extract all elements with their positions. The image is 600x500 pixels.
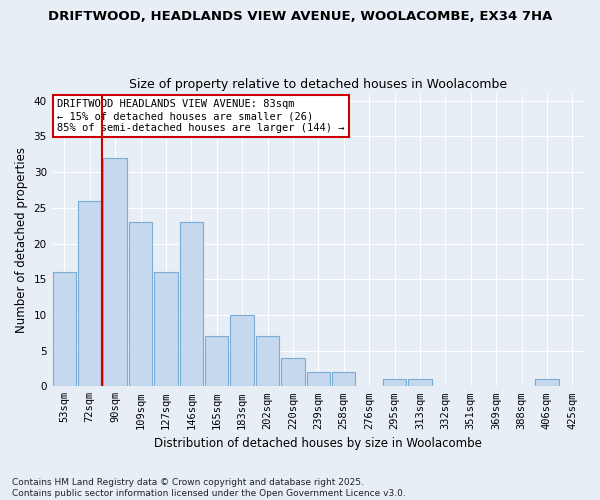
Bar <box>154 272 178 386</box>
Bar <box>307 372 330 386</box>
Text: DRIFTWOOD HEADLANDS VIEW AVENUE: 83sqm
← 15% of detached houses are smaller (26): DRIFTWOOD HEADLANDS VIEW AVENUE: 83sqm ←… <box>57 100 344 132</box>
Bar <box>408 379 431 386</box>
X-axis label: Distribution of detached houses by size in Woolacombe: Distribution of detached houses by size … <box>154 437 482 450</box>
Bar <box>129 222 152 386</box>
Bar <box>103 158 127 386</box>
Title: Size of property relative to detached houses in Woolacombe: Size of property relative to detached ho… <box>129 78 508 91</box>
Bar <box>535 379 559 386</box>
Bar <box>179 222 203 386</box>
Bar <box>230 315 254 386</box>
Y-axis label: Number of detached properties: Number of detached properties <box>15 147 28 333</box>
Bar <box>256 336 279 386</box>
Text: DRIFTWOOD, HEADLANDS VIEW AVENUE, WOOLACOMBE, EX34 7HA: DRIFTWOOD, HEADLANDS VIEW AVENUE, WOOLAC… <box>48 10 552 23</box>
Bar <box>383 379 406 386</box>
Bar <box>205 336 229 386</box>
Bar <box>281 358 305 386</box>
Bar <box>53 272 76 386</box>
Bar <box>332 372 355 386</box>
Bar <box>78 200 101 386</box>
Text: Contains HM Land Registry data © Crown copyright and database right 2025.
Contai: Contains HM Land Registry data © Crown c… <box>12 478 406 498</box>
